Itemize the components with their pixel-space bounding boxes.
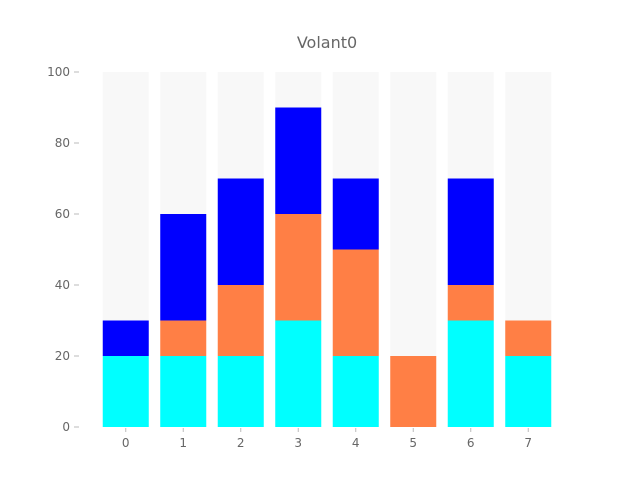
bar-segment-series-2-cat-0 xyxy=(102,320,149,356)
y-tick-label: 20 xyxy=(55,349,70,363)
bars xyxy=(102,107,552,427)
x-tick-label: 7 xyxy=(524,436,532,450)
y-tick-label: 100 xyxy=(47,65,70,79)
y-tick-label: 0 xyxy=(62,420,70,434)
bar-segment-series-2-cat-4 xyxy=(332,178,379,250)
bar-segment-series-0-cat-6 xyxy=(447,320,494,427)
x-axis: 0 1 2 3 4 5 6 7 xyxy=(122,428,532,450)
bar-segment-series-1-cat-6 xyxy=(447,285,494,321)
x-tick-label: 2 xyxy=(237,436,245,450)
bar-segment-series-0-cat-1 xyxy=(160,356,207,427)
y-axis: 0 20 40 60 80 100 xyxy=(47,65,79,434)
bar-segment-series-1-cat-4 xyxy=(332,249,379,356)
bar-segment-series-1-cat-7 xyxy=(505,320,552,356)
bar-segment-series-2-cat-3 xyxy=(275,107,322,214)
bar-segment-series-1-cat-3 xyxy=(275,214,322,321)
bar-segment-series-2-cat-6 xyxy=(447,178,494,285)
bar-segment-series-1-cat-5 xyxy=(390,356,437,427)
bar-segment-series-0-cat-0 xyxy=(102,356,149,427)
bar-segment-series-0-cat-3 xyxy=(275,320,322,427)
x-tick-label: 6 xyxy=(467,436,475,450)
x-tick-label: 3 xyxy=(294,436,302,450)
bar-segment-series-1-cat-1 xyxy=(160,320,207,356)
bar-segment-series-0-cat-2 xyxy=(217,356,264,427)
y-tick-label: 80 xyxy=(55,136,70,150)
y-tick-label: 40 xyxy=(55,278,70,292)
x-tick-label: 5 xyxy=(409,436,417,450)
bar-segment-series-0-cat-4 xyxy=(332,356,379,427)
x-tick-label: 4 xyxy=(352,436,360,450)
y-tick-label: 60 xyxy=(55,207,70,221)
bar-segment-series-0-cat-7 xyxy=(505,356,552,427)
bar-segment-series-2-cat-1 xyxy=(160,214,207,321)
bar-segment-series-1-cat-2 xyxy=(217,285,264,356)
x-tick-label: 0 xyxy=(122,436,130,450)
bar-segment-series-2-cat-2 xyxy=(217,178,264,285)
x-tick-label: 1 xyxy=(179,436,187,450)
chart-title: Volant0 xyxy=(297,33,357,52)
